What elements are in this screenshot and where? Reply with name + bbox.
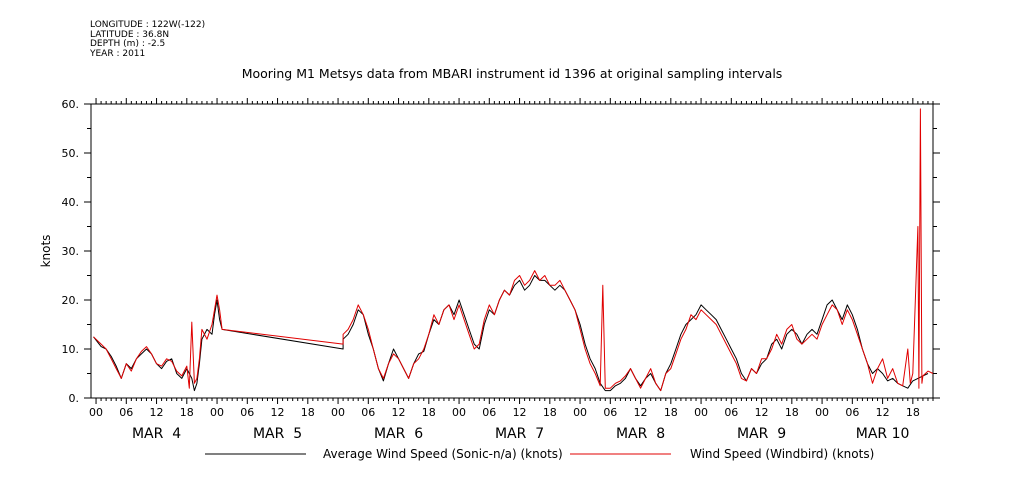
x-hour-label: 06 (119, 406, 133, 419)
x-day-label: MAR 8 (616, 426, 665, 442)
x-hour-label: 00 (452, 406, 466, 419)
x-hour-label: 00 (573, 406, 587, 419)
y-tick-label: 30. (62, 245, 80, 258)
y-tick-label: 20. (62, 294, 80, 307)
x-hour-label: 06 (240, 406, 254, 419)
x-hour-label: 12 (513, 406, 527, 419)
x-hour-label: 12 (876, 406, 890, 419)
year-label: YEAR : 2011 (90, 48, 146, 59)
x-day-label: MAR 9 (737, 426, 786, 442)
x-hour-label: 12 (271, 406, 285, 419)
x-hour-label: 18 (785, 406, 799, 419)
y-tick-label: 0. (69, 392, 80, 405)
x-hour-label: 06 (482, 406, 496, 419)
legend-label: Average Wind Speed (Sonic-n/a) (knots) (323, 447, 563, 461)
y-tick-label: 10. (62, 343, 80, 356)
series-windbird-wind-speed-line (93, 108, 934, 392)
x-hour-label: 18 (543, 406, 557, 419)
y-tick-label: 40. (62, 196, 80, 209)
x-hour-label: 18 (301, 406, 315, 419)
x-hour-label: 06 (603, 406, 617, 419)
x-day-label: MAR 5 (253, 426, 302, 442)
x-hour-label: 12 (634, 406, 648, 419)
x-hour-label: 12 (392, 406, 406, 419)
x-hour-label: 06 (845, 406, 859, 419)
x-hour-label: 06 (724, 406, 738, 419)
legend-label: Wind Speed (Windbird) (knots) (690, 447, 874, 461)
x-hour-label: 06 (361, 406, 375, 419)
latitude-label: LATITUDE : 36.8N (90, 29, 170, 40)
chart-title: Mooring M1 Metsys data from MBARI instru… (241, 66, 783, 81)
x-hour-label: 18 (422, 406, 436, 419)
x-day-label: MAR 7 (495, 426, 544, 442)
x-hour-label: 12 (150, 406, 164, 419)
depth-label: DEPTH (m) : -2.5 (90, 39, 166, 49)
x-hour-label: 18 (906, 406, 920, 419)
x-hour-label: 00 (694, 406, 708, 419)
y-axis-label: knots (39, 235, 53, 268)
x-day-label: MAR 6 (374, 426, 423, 442)
plot-frame (90, 103, 934, 399)
y-tick-label: 60. (62, 98, 80, 111)
x-hour-label: 00 (89, 406, 103, 419)
longitude-label: LONGITUDE : 122W(-122) (90, 20, 206, 30)
x-hour-label: 12 (755, 406, 769, 419)
x-hour-label: 00 (331, 406, 345, 419)
x-hour-label: 18 (664, 406, 678, 419)
x-hour-label: 00 (815, 406, 829, 419)
x-hour-label: 00 (210, 406, 224, 419)
x-day-label: MAR 4 (132, 426, 181, 442)
y-tick-label: 50. (62, 147, 80, 160)
x-day-label: MAR 10 (856, 426, 910, 442)
x-hour-label: 18 (180, 406, 194, 419)
location-metadata: LONGITUDE : 122W(-122) LATITUDE : 36.8N … (90, 20, 206, 59)
